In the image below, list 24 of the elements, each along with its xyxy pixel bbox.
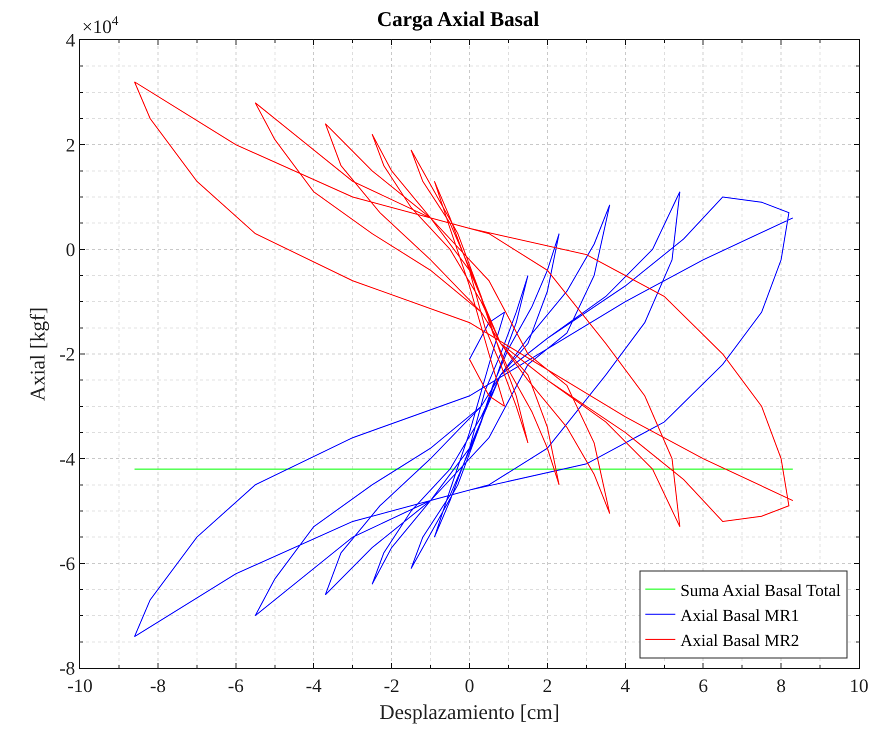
x-tick-label: -6	[228, 676, 244, 697]
x-tick-label: 8	[776, 676, 786, 697]
text: ×10$^{4}$	[82, 13, 119, 38]
y-tick-label: 2	[66, 135, 76, 156]
legend-label: Suma Axial Basal Total	[680, 580, 842, 600]
x-tick-label: 4	[620, 676, 631, 697]
y-tick-label: 4	[66, 30, 76, 52]
x-tick-label: 2	[542, 676, 552, 697]
y-tick-label: -4	[59, 449, 76, 470]
x-tick-label: -2	[384, 676, 400, 697]
y-axis-title: Axial [kgf]	[26, 307, 50, 401]
line-series	[134, 81, 794, 528]
legend-label: Axial Basal MR2	[680, 630, 800, 650]
legend-label: Axial Basal MR1	[680, 606, 800, 625]
y-tick-label: 0	[66, 240, 76, 261]
chart-title: Carga Axial Basal	[377, 6, 540, 31]
x-axis-title: Desplazamiento [cm]	[379, 700, 560, 724]
x-tick-label: -4	[306, 676, 322, 697]
y-tick-label: -6	[59, 554, 76, 575]
y-tick-label: -2	[59, 344, 76, 366]
x-tick-label: 0	[464, 676, 474, 697]
x-tick-label: -8	[150, 676, 166, 697]
x-tick-label: 6	[698, 676, 708, 697]
x-tick-label: 10	[850, 676, 868, 697]
